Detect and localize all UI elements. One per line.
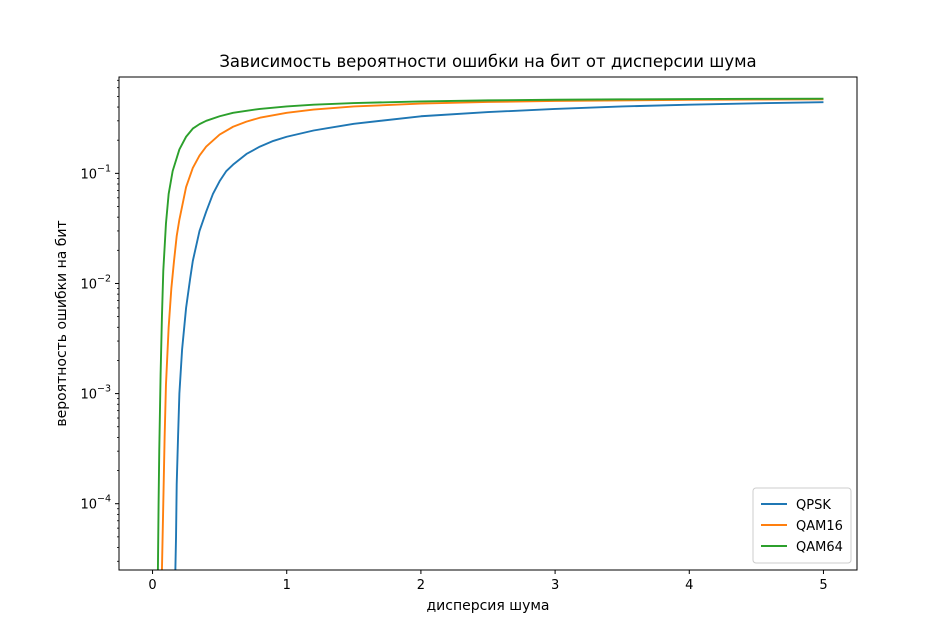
y-tick-label: 10−1 [80,163,111,182]
plot-area [156,97,824,571]
y-axis: 10−4 10−3 10−2 10−1 [80,79,119,562]
series-line-qam64 [156,97,824,571]
y-axis-label: вероятность ошибки на бит [54,220,70,426]
legend-label: QPSK [796,498,831,513]
legend-label: QAM16 [796,519,843,534]
x-tick-label: 5 [819,578,827,593]
x-axis: 0 1 2 3 4 5 [148,570,828,593]
series-line-qpsk [174,101,824,571]
x-axis-label: дисперсия шума [426,598,549,614]
x-tick-label: 0 [148,578,156,593]
y-tick-label: 10−4 [80,494,111,513]
legend-box [752,487,852,564]
x-tick-label: 3 [551,578,559,593]
legend-label: QAM64 [796,540,843,555]
legend: QPSK QAM16 QAM64 [752,487,852,564]
x-tick-label: 2 [417,578,425,593]
chart-title: Зависимость вероятности ошибки на бит от… [219,52,756,71]
y-tick-label: 10−2 [80,273,111,292]
x-tick-label: 1 [283,578,291,593]
y-tick-label: 10−3 [80,384,111,403]
series-line-qam16 [160,98,824,571]
axes-frame [118,76,858,571]
x-tick-label: 4 [685,578,693,593]
